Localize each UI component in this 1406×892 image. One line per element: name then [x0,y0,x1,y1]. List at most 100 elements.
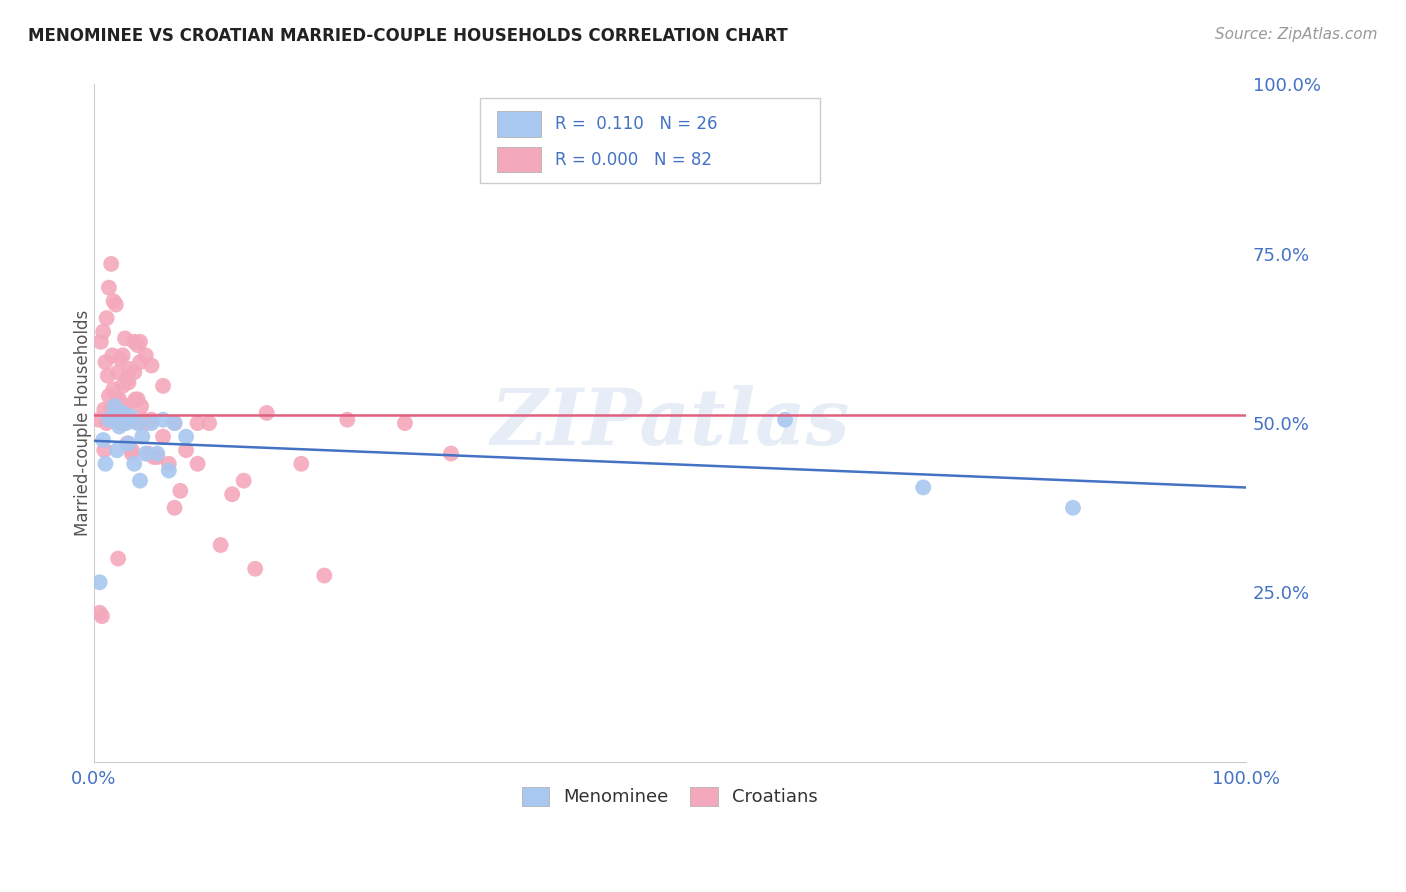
Point [108,392,131,407]
Point [114,413,136,427]
Point [120,409,142,424]
Point [157,463,180,477]
Point [336,413,359,427]
Point [136,447,159,461]
Point [107,551,129,566]
Point [100,257,122,271]
Point [111,348,134,362]
Point [105,409,128,424]
Point [93,402,115,417]
Point [129,399,152,413]
Point [141,416,163,430]
Point [121,443,143,458]
Point [118,413,141,427]
Point [163,500,186,515]
Point [104,297,127,311]
Point [111,416,134,430]
Point [163,416,186,430]
Point [112,399,135,413]
Point [108,419,131,434]
Point [117,372,139,386]
Text: Source: ZipAtlas.com: Source: ZipAtlas.com [1215,27,1378,42]
Y-axis label: Married-couple Households: Married-couple Households [75,310,91,536]
Point [174,443,197,458]
Point [146,447,169,461]
Point [94,457,117,471]
Point [187,416,209,430]
Point [243,562,266,576]
Point [93,443,115,458]
Point [87,413,110,427]
Point [129,334,152,349]
Point [100,402,122,417]
Point [97,368,120,383]
Text: MENOMINEE VS CROATIAN MARRIED-COUPLE HOUSEHOLDS CORRELATION CHART: MENOMINEE VS CROATIAN MARRIED-COUPLE HOU… [28,27,787,45]
Point [394,416,416,430]
Point [121,447,143,461]
Point [97,280,120,294]
Point [97,413,120,427]
Point [89,606,111,620]
Point [122,334,145,349]
Point [152,430,174,444]
Point [117,376,139,390]
Point [141,413,163,427]
Point [110,406,132,420]
Point [163,416,186,430]
Point [131,430,153,444]
Point [111,379,134,393]
Point [101,348,124,362]
Point [110,416,132,430]
Point [127,416,149,430]
Point [122,457,145,471]
Point [124,392,146,407]
Point [122,365,145,379]
FancyBboxPatch shape [479,98,820,183]
Point [96,416,118,430]
Text: R =  0.110   N = 26: R = 0.110 N = 26 [554,115,717,133]
Point [98,413,121,427]
Point [104,413,127,427]
Point [127,392,149,407]
Point [157,457,180,471]
Point [104,399,127,413]
Point [209,538,232,552]
Point [187,457,209,471]
Point [127,338,149,352]
Point [135,348,157,362]
Point [440,447,463,461]
Legend: Menominee, Croatians: Menominee, Croatians [515,780,825,814]
Point [132,413,155,427]
Point [115,399,138,413]
FancyBboxPatch shape [498,111,541,136]
Point [135,447,157,461]
Point [118,362,141,376]
Point [104,399,127,413]
Point [114,331,136,345]
Point [290,457,312,471]
Point [198,416,221,430]
Point [115,416,138,430]
Point [97,389,120,403]
Point [105,392,128,407]
Point [107,365,129,379]
Point [96,311,118,326]
Point [174,430,197,444]
Point [232,474,254,488]
Point [110,351,132,366]
Point [90,334,112,349]
Point [169,483,191,498]
Point [152,413,174,427]
Point [117,436,139,450]
Point [111,406,134,420]
Point [105,443,128,458]
Point [91,433,114,447]
Point [152,379,174,393]
Point [912,480,935,494]
Point [129,474,152,488]
Point [89,575,111,590]
Point [256,406,278,420]
Point [103,382,125,396]
Point [101,409,124,424]
Point [94,355,117,369]
